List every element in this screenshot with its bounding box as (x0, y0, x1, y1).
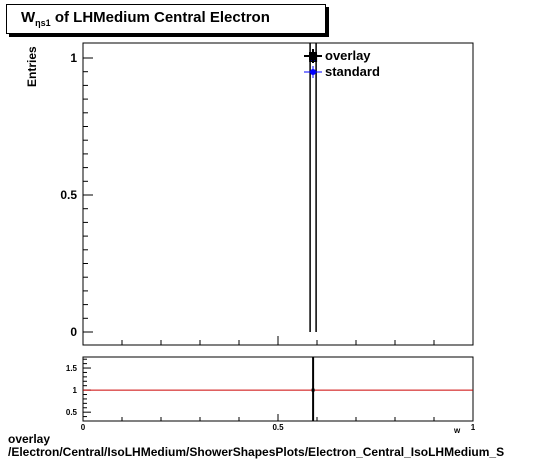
ratio-x-tick-label: 0 (81, 423, 86, 432)
legend-standard-marker (310, 69, 316, 75)
ratio-point (311, 388, 315, 392)
legend-standard-label: standard (325, 64, 380, 79)
ratio-x-axis-label: w (453, 426, 461, 435)
footer-line-1: overlay (8, 432, 51, 446)
ratio-y-tick-label: 0.5 (66, 408, 78, 417)
ratio-y-tick-label: 1.5 (66, 364, 78, 373)
main-plot-frame (82, 42, 474, 346)
ratio-series (83, 357, 473, 421)
main-series (309, 43, 318, 332)
ratio-x-tick-label: 0.5 (272, 423, 284, 432)
ratio-x-tick-label: 1 (471, 423, 476, 432)
ratio-y-tick-label: 1 (73, 386, 78, 395)
ratio-plot-frame (82, 356, 474, 422)
footer-line-2: /Electron/Central/IsoLHMedium/ShowerShap… (8, 445, 505, 459)
legend: overlay standard (304, 48, 380, 79)
ratio-x-ticks: 0 0.5 1 (81, 414, 476, 432)
title-box: Wηs1 of LHMedium Central Electron (6, 4, 326, 34)
legend-overlay-label: overlay (325, 48, 371, 63)
main-y-ticks: 00.51 (60, 51, 93, 339)
main-x-ticks (82, 336, 474, 345)
main-y-tick-label: 0.5 (60, 188, 77, 202)
ratio-y-ticks: 0.5 1 1.5 (66, 358, 91, 417)
chart-title: Wηs1 of LHMedium Central Electron (21, 9, 270, 28)
legend-overlay-marker (309, 52, 317, 60)
main-y-tick-label: 0 (70, 325, 77, 339)
y-axis-label: Entries (25, 46, 39, 87)
footer: overlay /Electron/Central/IsoLHMedium/Sh… (8, 433, 504, 459)
main-y-tick-label: 1 (70, 51, 77, 65)
